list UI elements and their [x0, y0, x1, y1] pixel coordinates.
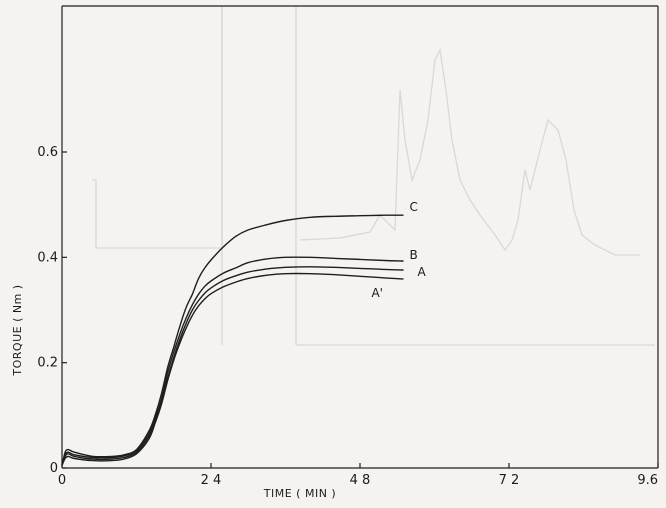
- series-line-c: [61, 214, 404, 466]
- series-label-a-prime: A': [371, 286, 383, 300]
- x-tick-label: 2 4: [201, 473, 222, 488]
- y-axis-title: TORQUE ( Nm ): [11, 284, 24, 376]
- y-axis-ticks: 0 0.2 0.4 0.6: [37, 145, 67, 476]
- series-end-labels: C BA A': [371, 200, 426, 300]
- x-tick-label: 9.6: [637, 473, 658, 488]
- series-label-b: B: [409, 248, 417, 262]
- x-axis-ticks: 0 2 4 4 8 7 2 9.6: [58, 463, 659, 488]
- y-tick-label: 0.2: [37, 356, 58, 371]
- x-tick-label: 7 2: [499, 473, 520, 488]
- x-tick-label: 0: [58, 473, 66, 488]
- x-axis-title: TIME ( MIN ): [263, 487, 336, 500]
- series-label-a: A: [417, 265, 426, 279]
- plot-frame: [61, 5, 659, 469]
- bleed-through-background: [92, 6, 655, 346]
- series-label-c: C: [409, 200, 417, 214]
- series-line-a-prime: [61, 272, 404, 466]
- x-tick-label: 4 8: [350, 473, 371, 488]
- y-tick-label: 0.6: [37, 145, 58, 160]
- series-line-a: [61, 266, 404, 466]
- y-tick-label: 0: [50, 461, 58, 476]
- series-curves: [61, 214, 404, 466]
- y-tick-label: 0.4: [37, 250, 58, 265]
- series-line-b: [61, 256, 404, 466]
